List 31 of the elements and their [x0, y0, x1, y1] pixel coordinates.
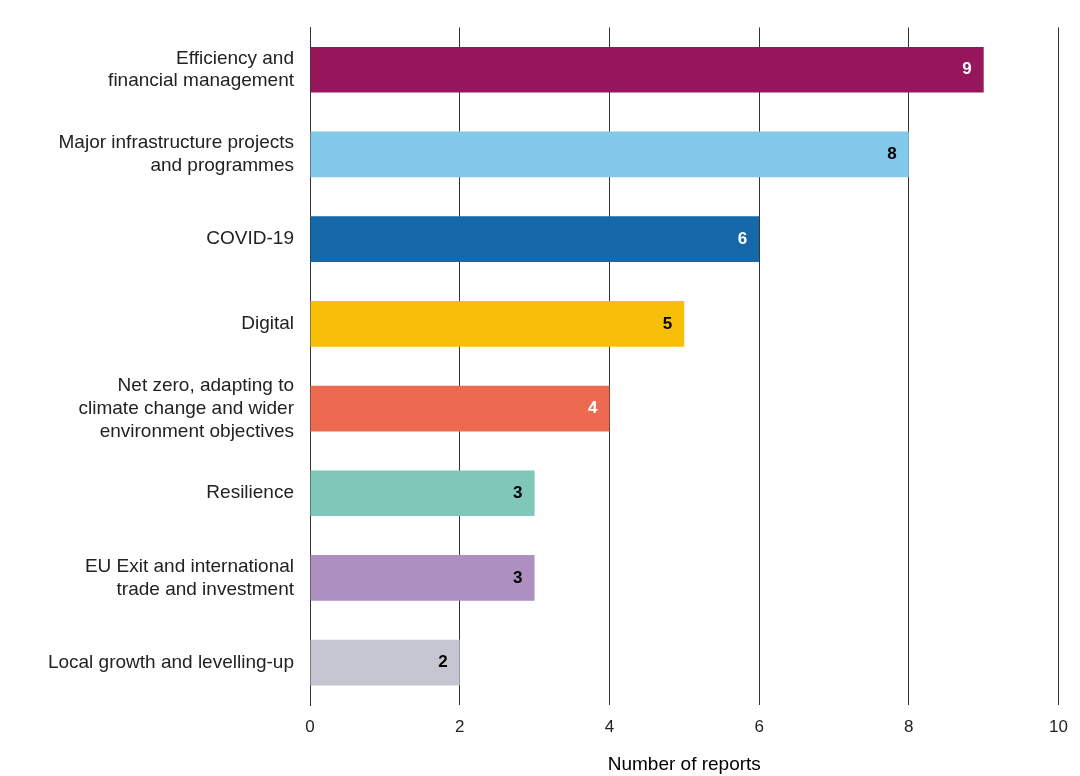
y-tick-label: Major infrastructure projects and programmes	[58, 131, 294, 176]
x-axis-title: Number of reports	[607, 752, 761, 774]
y-tick-label: COVID-19	[206, 227, 294, 249]
bar	[310, 131, 909, 178]
x-tick-label: 8	[904, 716, 914, 736]
bar	[310, 216, 760, 263]
bar	[310, 470, 535, 517]
data-label: 5	[662, 313, 673, 333]
y-tick-label: Resilience	[206, 481, 294, 503]
data-label: 2	[438, 652, 448, 672]
bar	[310, 555, 535, 601]
y-tick-label: Efficiency and financial management	[108, 46, 295, 91]
data-label: 4	[587, 398, 598, 418]
bar	[310, 639, 460, 686]
bar	[310, 385, 610, 432]
x-tick-label: 6	[754, 716, 764, 736]
x-tick-label: 10	[1049, 716, 1069, 736]
x-tick-label: 2	[454, 716, 465, 736]
x-tick-label: 0	[305, 716, 315, 736]
data-label: 6	[737, 228, 748, 248]
bar	[310, 46, 984, 93]
y-tick-label: Local growth and levelling-up	[47, 650, 294, 672]
data-label: 3	[513, 482, 523, 502]
data-label: 3	[513, 567, 523, 587]
y-tick-label: Digital	[241, 312, 294, 334]
bar	[310, 300, 685, 347]
data-label: 8	[887, 144, 897, 164]
x-tick-label: 4	[604, 716, 615, 736]
y-tick-label: Net zero, adapting to climate change and wider environment objectives	[78, 373, 295, 441]
y-tick-label: EU Exit and international trade and investment	[84, 554, 295, 599]
data-label: 9	[962, 59, 972, 79]
